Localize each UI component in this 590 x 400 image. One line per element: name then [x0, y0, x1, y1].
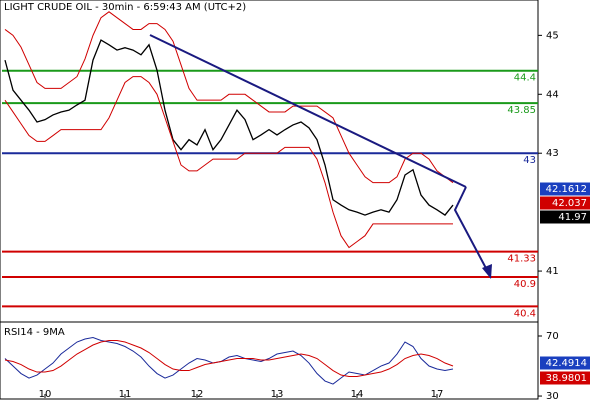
- x-tick-label: 11: [119, 389, 132, 400]
- y-tick-label: 43: [546, 148, 559, 159]
- y-tick-label: 45: [546, 30, 559, 41]
- price-box: [540, 196, 590, 210]
- forecast-arrow: [453, 186, 489, 273]
- series-line: [4, 39, 454, 216]
- price-label: 38.9801: [546, 373, 587, 384]
- arrow-head: [482, 264, 492, 279]
- level-label: 40.9: [514, 279, 536, 290]
- series-line: [4, 340, 454, 378]
- level-label: 43.85: [507, 105, 536, 116]
- price-label: 42.4914: [546, 358, 587, 369]
- y-tick-label: 44: [546, 89, 559, 100]
- price-box: [540, 210, 590, 224]
- main-frame: [0, 0, 539, 323]
- series-line: [4, 336, 454, 385]
- level-label: 41.33: [507, 254, 536, 265]
- x-tick-label: 14: [351, 389, 364, 400]
- y-tick-label: 70: [546, 331, 559, 342]
- series-line: [4, 11, 454, 184]
- level-label: 44.4: [514, 73, 536, 84]
- trend-line: [149, 34, 467, 188]
- x-tick-label: 12: [191, 389, 204, 400]
- rsi-frame: [0, 321, 539, 400]
- price-label: 41.97: [558, 212, 587, 223]
- y-tick-label: 30: [546, 391, 559, 400]
- y-tick-label: 41: [546, 266, 559, 277]
- level-label: 40.4: [514, 308, 536, 319]
- price-label: 42.037: [552, 198, 587, 209]
- series-line: [4, 76, 453, 249]
- x-tick-label: 13: [271, 389, 284, 400]
- price-box: [540, 371, 590, 385]
- plot: 45 44 43 41 44.4 43.85 43 41.33 40.9 40.4 42.1612 4…: [2, 11, 590, 400]
- chart-title: LIGHT CRUDE OIL - 30min - 6:59:43 AM (UT…: [4, 2, 246, 13]
- level-label: 43: [523, 155, 536, 166]
- price-box: [540, 356, 590, 370]
- price-label: 42.1612: [546, 184, 587, 195]
- x-tick-label: 10: [39, 389, 52, 400]
- price-box: [540, 182, 590, 196]
- rsi-title: RSI14 - 9MA: [4, 327, 65, 338]
- x-tick-label: 17: [431, 389, 444, 400]
